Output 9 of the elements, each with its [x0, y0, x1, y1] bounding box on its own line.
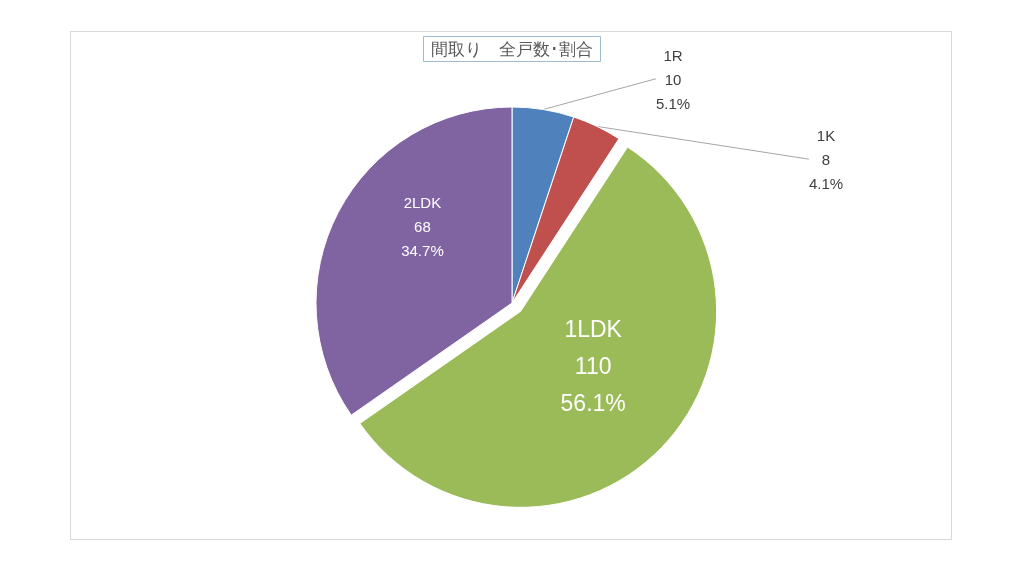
chart-title: 間取り 全戸数･割合	[431, 40, 593, 59]
slice-label: 1LDK	[564, 315, 623, 342]
data-label: 110 56.1%	[560, 352, 626, 416]
data-label: 10 5.1%	[655, 70, 691, 112]
data-label: 68 34.7%	[401, 217, 444, 259]
slice-label: 1R	[663, 46, 683, 64]
slice-label: 2LDK	[403, 193, 442, 211]
slice-label: 1K	[816, 126, 836, 144]
data-label: 8 4.1%	[808, 150, 844, 192]
